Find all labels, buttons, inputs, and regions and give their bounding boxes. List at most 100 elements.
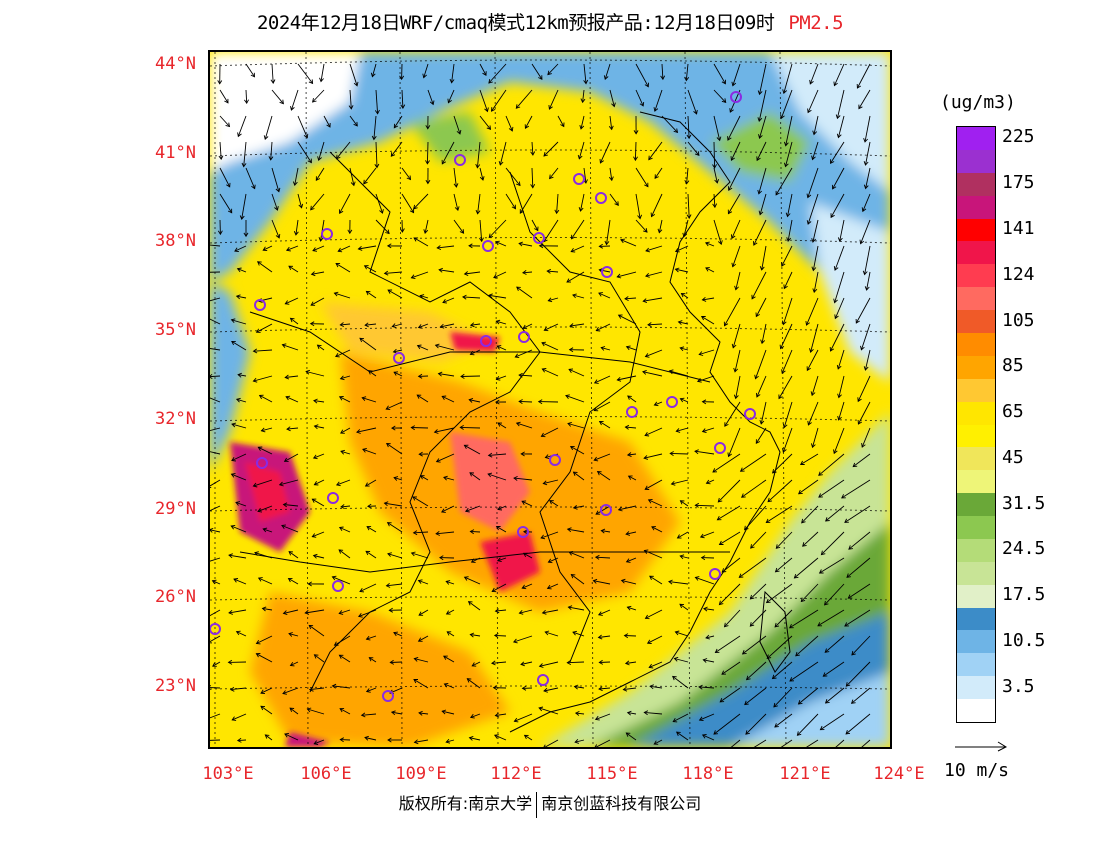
wind-arrow-head — [495, 376, 501, 381]
wind-arrow-head — [534, 226, 539, 232]
wind-arrow-head — [727, 452, 732, 458]
wind-arrow — [496, 320, 507, 325]
wind-arrow — [644, 711, 663, 715]
wind-arrow-head — [498, 160, 504, 166]
wind-arrow-head — [598, 686, 603, 692]
wind-arrow — [852, 453, 871, 467]
wind-arrow-head — [546, 584, 552, 590]
wind-arrow-head — [217, 230, 223, 236]
wind-arrow — [766, 583, 793, 603]
colorbar-swatch — [957, 630, 995, 654]
wind-arrow-head — [482, 71, 487, 76]
wind-arrow-head — [594, 554, 600, 560]
wind-arrow — [812, 219, 819, 243]
wind-arrow-head — [310, 205, 315, 211]
wind-arrow-head — [645, 272, 650, 278]
wind-arrow — [305, 371, 325, 377]
northeast-lightblue — [770, 52, 890, 192]
wind-arrow — [702, 297, 715, 301]
wind-arrow — [807, 167, 819, 198]
wind-arrow — [245, 89, 248, 104]
wind-arrow — [496, 526, 507, 533]
wind-arrow — [858, 401, 871, 425]
wind-arrow-head — [644, 353, 650, 358]
wind-arrow-head — [727, 136, 732, 141]
wind-arrow-head — [304, 610, 310, 615]
colorbar-swatch — [957, 332, 995, 357]
wind-arrow — [596, 323, 611, 332]
wind-arrow — [635, 63, 649, 87]
wind-arrow-head — [319, 77, 324, 83]
wind-arrow-head — [574, 710, 580, 716]
wind-arrow — [519, 193, 533, 214]
wind-arrow — [523, 552, 533, 559]
wind-arrow-head — [598, 659, 604, 665]
wind-arrow-head — [442, 299, 447, 304]
wind-arrow-head — [250, 72, 255, 78]
wind-arrow-head — [668, 369, 674, 375]
wind-arrow — [294, 167, 299, 186]
wind-arrow — [451, 63, 455, 83]
wind-arrow — [494, 634, 507, 637]
wind-arrow — [497, 557, 507, 562]
wind-arrow — [285, 396, 299, 403]
wind-arrow-head — [433, 429, 439, 434]
wind-arrow — [626, 346, 637, 351]
wind-arrow — [366, 526, 377, 533]
wind-arrow-head — [309, 321, 315, 327]
wind-arrow-head — [412, 530, 418, 536]
wind-arrow-head — [523, 734, 529, 740]
wind-arrow-head — [805, 321, 810, 326]
wind-arrow — [787, 219, 793, 242]
wind-arrow-head — [282, 610, 288, 616]
wind-arrow — [442, 710, 455, 715]
wind-arrow — [286, 245, 299, 251]
wind-arrow-head — [484, 107, 489, 113]
wind-arrow-head — [824, 699, 830, 704]
wind-arrow — [516, 286, 533, 299]
wind-arrow — [288, 578, 299, 585]
wind-arrow-head — [392, 348, 398, 354]
wind-arrow — [635, 193, 641, 219]
wind-arrow — [595, 739, 611, 747]
wind-arrow — [782, 427, 793, 453]
wind-arrow — [811, 375, 819, 396]
wind-arrow — [781, 349, 793, 374]
wind-arrow-head — [700, 316, 706, 321]
wind-arrow-head — [857, 397, 862, 403]
wind-arrow — [780, 89, 793, 119]
wind-arrow-head — [833, 449, 838, 455]
wind-arrow-head — [537, 399, 543, 405]
wind-arrow — [782, 297, 793, 325]
wind-arrow-head — [443, 475, 448, 481]
wind-arrow — [695, 576, 715, 585]
wind-arrow-head — [308, 624, 314, 630]
wind-arrow — [312, 89, 325, 103]
wind-arrow-head — [469, 322, 475, 328]
wind-arrow — [834, 245, 845, 271]
wind-arrow-head — [729, 108, 734, 113]
wind-arrow-head — [698, 716, 704, 722]
city-marker — [573, 173, 585, 185]
wind-arrow-head — [765, 598, 771, 604]
wind-arrow-head — [313, 654, 319, 659]
wind-arrow-head — [801, 518, 806, 524]
wind-arrow-head — [796, 731, 802, 736]
wind-arrow — [470, 323, 481, 326]
wind-arrow — [617, 271, 637, 278]
wind-arrow-head — [694, 502, 700, 508]
wind-arrow-head — [385, 405, 391, 411]
wind-arrow-head — [670, 480, 676, 486]
wind-arrow — [531, 63, 543, 80]
wind-arrow-head — [519, 209, 525, 214]
wind-arrow — [261, 427, 273, 432]
wind-arrow-head — [783, 141, 789, 147]
wind-arrow — [855, 297, 871, 324]
wind-arrow-head — [741, 650, 747, 655]
lon-label-124: 124°E — [873, 764, 925, 784]
wind-arrow-head — [522, 270, 527, 275]
wind-arrow-head — [257, 577, 263, 582]
copyright-right: 南京创蓝科技有限公司 — [541, 794, 702, 813]
wind-arrow-head — [244, 99, 249, 105]
wind-arrow-head — [435, 531, 440, 536]
